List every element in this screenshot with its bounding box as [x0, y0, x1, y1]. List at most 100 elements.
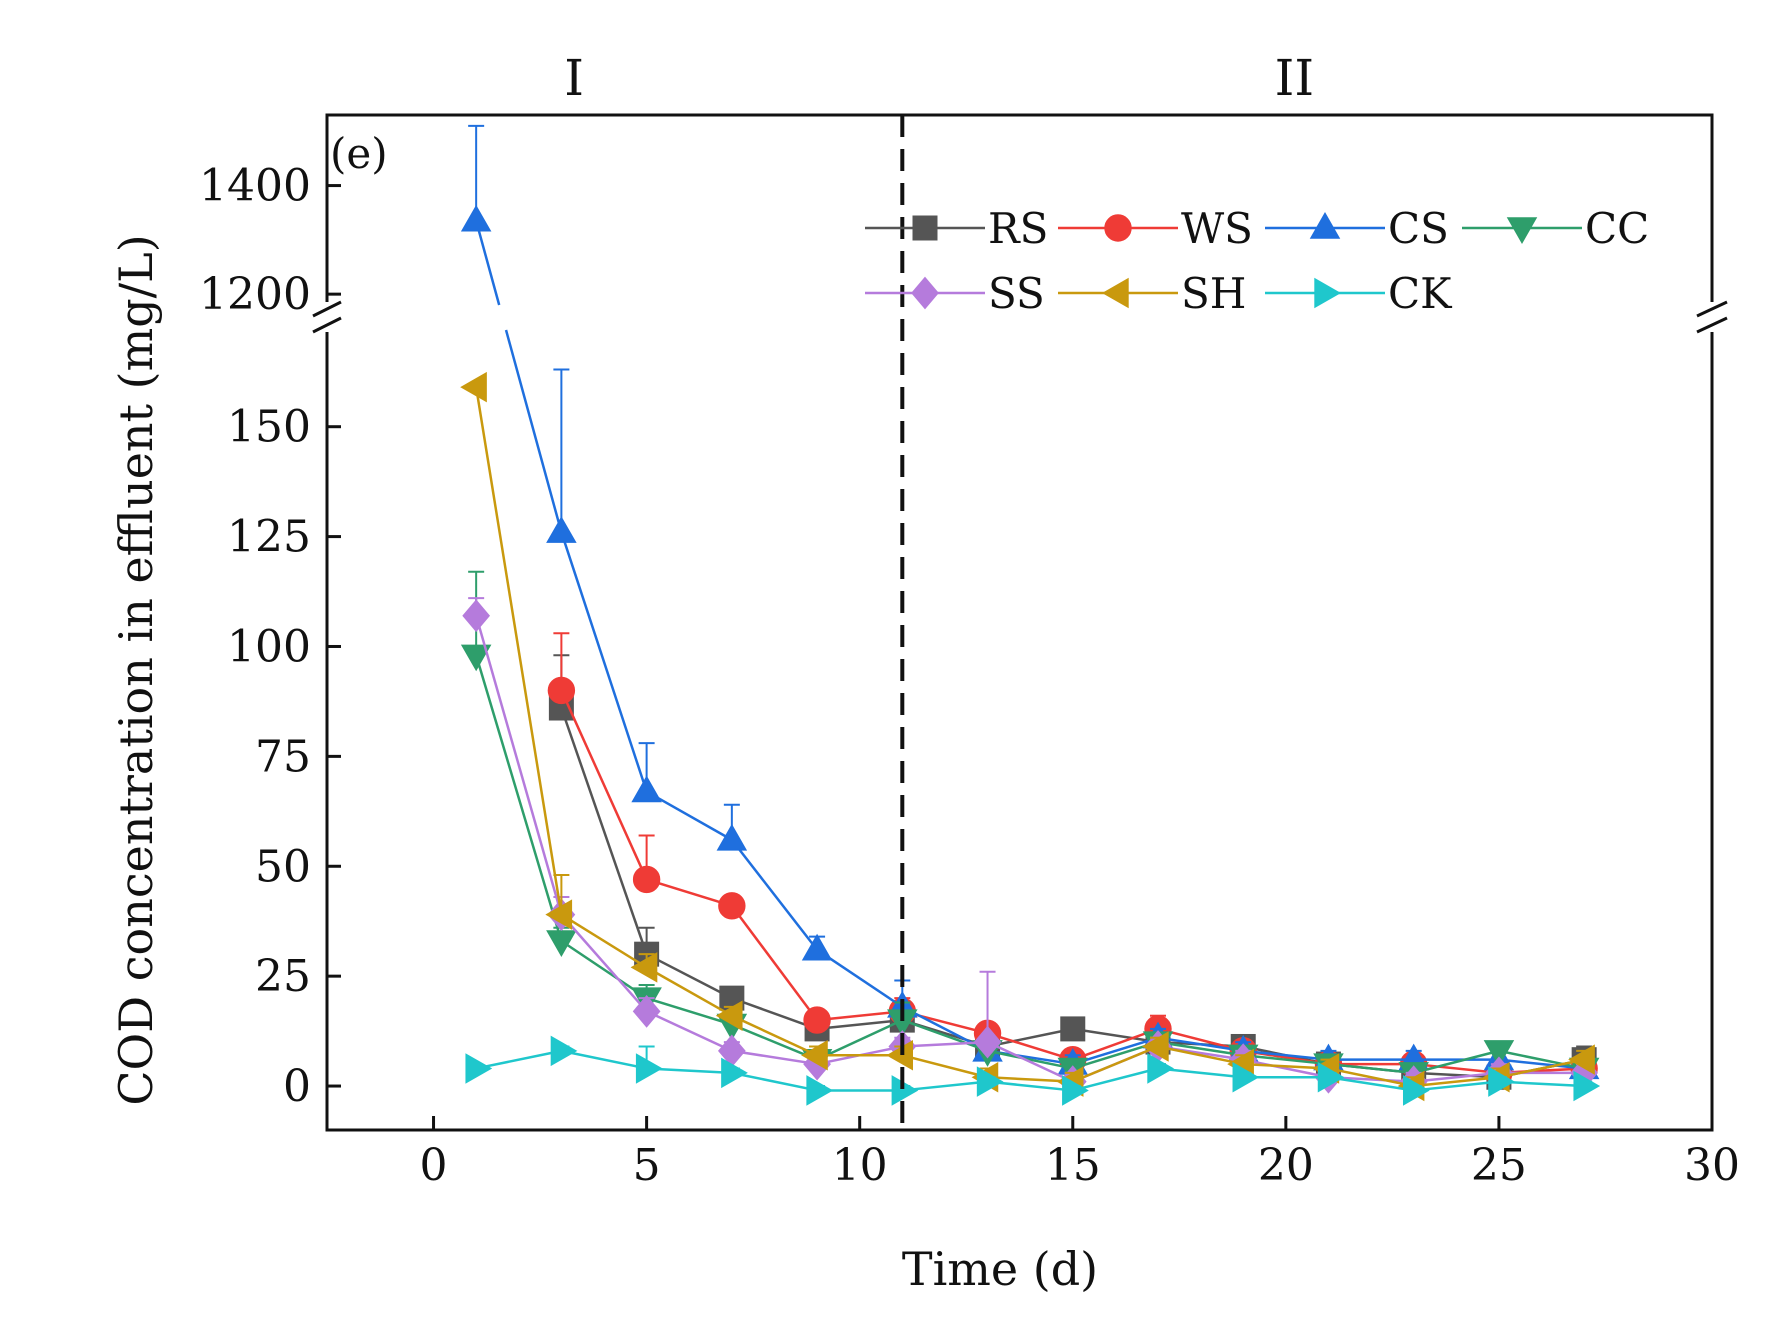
series-line-segment — [987, 1032, 1074, 1061]
legend-marker — [1101, 277, 1129, 309]
data-point — [632, 994, 661, 1028]
legend-item-cs: CS — [1265, 204, 1449, 253]
series-line-segment — [560, 913, 648, 1013]
data-point — [545, 899, 573, 930]
data-point — [546, 930, 577, 957]
plot-frame — [325, 113, 1714, 1132]
series-line-segment — [1243, 1054, 1329, 1066]
series-line-segment — [561, 1049, 647, 1070]
x-tick-label: 0 — [420, 1140, 448, 1191]
series-line-segment — [1498, 1058, 1585, 1079]
series-line-segment — [1242, 1058, 1329, 1079]
data-point — [1232, 1061, 1260, 1093]
series-line-segment — [987, 1049, 1074, 1070]
series-line-segment — [645, 966, 733, 1017]
data-point — [1402, 1075, 1430, 1106]
series-line-segment — [731, 996, 818, 1031]
series-line-segment — [1413, 1080, 1500, 1092]
legend-item-ss: SS — [865, 269, 1045, 318]
series-line-segment — [1072, 1027, 1159, 1061]
data-point — [462, 599, 491, 633]
y-tick-label: 75 — [255, 731, 311, 782]
series-line-segment — [987, 1027, 1074, 1048]
data-point — [806, 1075, 834, 1106]
data-point — [1060, 1016, 1086, 1042]
data-point — [716, 823, 748, 851]
axis-break-right — [1696, 300, 1728, 334]
series-line-segment — [1328, 1067, 1414, 1088]
phase-label-II: II — [1275, 49, 1315, 107]
series-line-segment — [1413, 1062, 1500, 1075]
data-point — [631, 775, 662, 803]
data-point — [550, 1035, 578, 1067]
y-tick-label: 50 — [255, 841, 311, 892]
series-line-segment — [504, 329, 563, 533]
series-sh — [460, 371, 1595, 1102]
data-point — [803, 1006, 831, 1034]
data-point — [973, 1025, 1002, 1059]
legend: RS WS CS CC SS SH CK — [865, 204, 1649, 318]
series-line-segment — [1328, 1062, 1414, 1075]
data-point — [715, 1000, 743, 1031]
series-line-segment — [474, 386, 563, 915]
series-line-segment — [560, 707, 648, 955]
series-line-segment — [731, 1071, 818, 1092]
data-point — [547, 676, 576, 705]
legend-item-ck: CK — [1265, 269, 1453, 318]
data-point — [1317, 1061, 1345, 1093]
series-line-segment — [1498, 1058, 1585, 1070]
data-point — [718, 892, 746, 920]
series-line-segment — [1072, 1067, 1159, 1092]
data-point — [460, 644, 492, 672]
series-line-segment — [474, 615, 563, 915]
series-line-segment — [816, 1010, 903, 1022]
series-line-segment — [1413, 1049, 1500, 1075]
legend-label: CK — [1388, 269, 1453, 318]
series-line-segment — [1157, 1067, 1244, 1079]
series-line-segment — [902, 1080, 988, 1092]
data-point — [546, 516, 577, 543]
legend-item-ws: WS — [1058, 204, 1253, 253]
series-line-segment — [474, 654, 563, 942]
series-line-segment — [902, 1040, 988, 1048]
data-point — [886, 1040, 914, 1071]
legend-marker — [1506, 217, 1538, 245]
legend-label: RS — [988, 204, 1048, 253]
data-point — [1483, 1040, 1515, 1067]
panel-label: (e) — [330, 129, 388, 178]
legend-marker — [911, 276, 939, 310]
x-tick-label: 30 — [1684, 1140, 1740, 1191]
series-cc — [460, 570, 1600, 1089]
series-line-segment — [901, 1018, 988, 1053]
series-line-segment — [560, 913, 648, 969]
legend-marker — [1309, 211, 1341, 239]
data-point — [635, 1053, 663, 1084]
series-line-segment — [560, 531, 648, 792]
x-tick-label: 5 — [633, 1140, 661, 1191]
y-tick-label: 25 — [255, 951, 311, 1002]
data-point — [1488, 1066, 1515, 1097]
x-axis-title: Time (d) — [902, 1242, 1098, 1296]
y-axis-title: COD concentration in effluent (mg/L) — [109, 234, 163, 1105]
x-tick-label: 15 — [1045, 1140, 1101, 1191]
y-tick-label: 1200 — [199, 269, 311, 320]
data-point — [632, 865, 661, 894]
legend-label: SS — [988, 269, 1045, 318]
data-point — [976, 1066, 1004, 1097]
series-line-segment — [1413, 1076, 1500, 1088]
series-line-segment — [731, 1049, 818, 1066]
axis-break-left — [312, 300, 342, 334]
legend-label: CC — [1585, 204, 1649, 253]
data-point — [630, 952, 658, 983]
legend-item-cc: CC — [1462, 204, 1649, 253]
series-line-segment — [731, 1023, 818, 1061]
y-tick-label: 125 — [227, 512, 311, 563]
data-point — [721, 1057, 748, 1089]
series-line-segment — [731, 1014, 818, 1057]
data-point — [1568, 1044, 1595, 1075]
x-tick-label: 20 — [1258, 1140, 1314, 1191]
data-point — [801, 1040, 828, 1071]
data-point — [460, 371, 487, 403]
series-line-segment — [1243, 1049, 1329, 1061]
